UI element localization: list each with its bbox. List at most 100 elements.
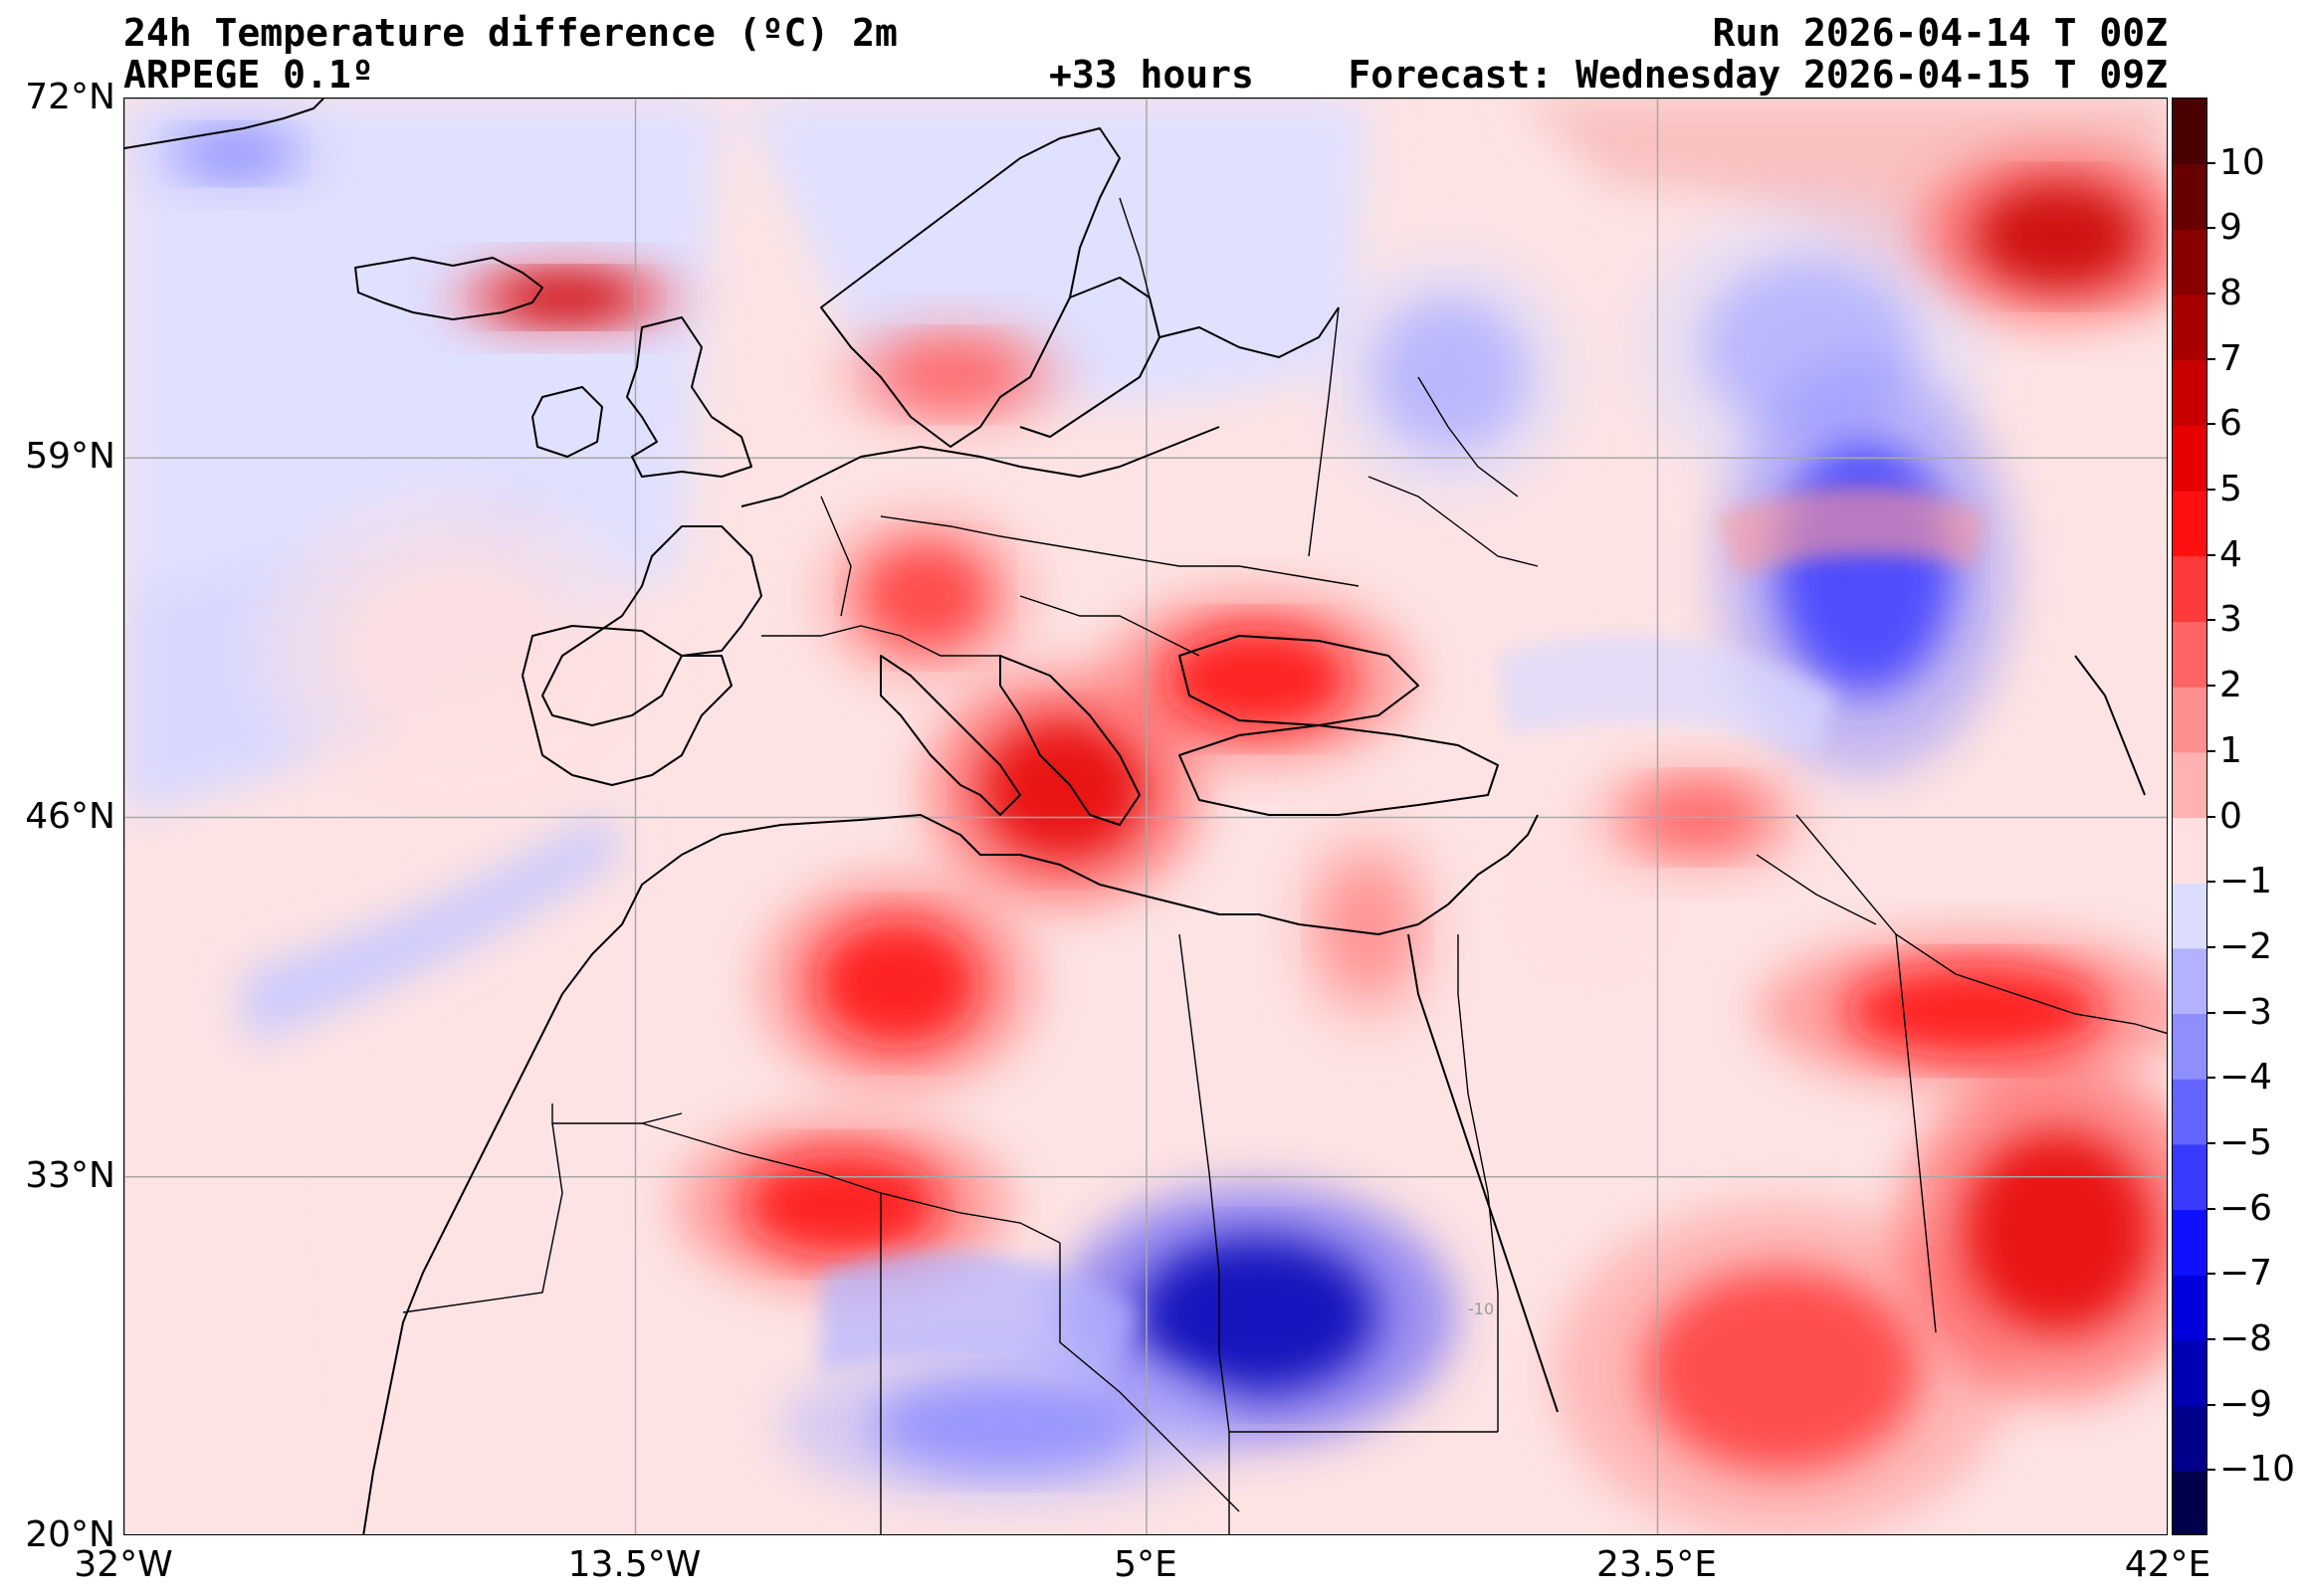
colorbar-segment	[2173, 359, 2206, 426]
colorbar-tick	[2207, 881, 2215, 884]
colorbar-segment	[2173, 1339, 2206, 1407]
latitude-label: 20°N	[25, 1514, 115, 1555]
colorbar-segment	[2173, 229, 2206, 296]
anomaly-turkey	[1843, 963, 2107, 1060]
anomaly-svalbard-sea	[181, 129, 290, 178]
colorbar-tick-label: 4	[2219, 533, 2242, 575]
colorbar-tick	[2207, 293, 2215, 296]
colorbar-tick	[2207, 1273, 2215, 1276]
chart-title: 24h Temperature difference (ºC) 2m	[123, 11, 898, 55]
colorbar-segment	[2173, 1013, 2206, 1080]
colorbar-tick-label: 3	[2219, 599, 2242, 641]
anomaly-balkans	[1535, 846, 1643, 954]
model-name: ARPEGE 0.1º	[123, 53, 374, 97]
colorbar-tick	[2207, 945, 2215, 948]
longitude-label: 5°E	[1114, 1544, 1177, 1585]
colorbar-tick-label: −6	[2219, 1187, 2273, 1229]
colorbar-tick-label: 1	[2219, 729, 2242, 771]
colorbar-tick	[2207, 423, 2215, 426]
run-time: Run 2026-04-14 T 00Z	[1712, 11, 2168, 55]
latitude-label: 33°N	[25, 1154, 115, 1196]
colorbar-tick-label: 6	[2219, 403, 2242, 445]
region-anomalies	[145, 113, 2167, 1534]
anomaly-sahara-west	[871, 1377, 1147, 1474]
coastlines	[124, 99, 2146, 1534]
colorbar	[2172, 98, 2207, 1535]
colorbar-segment	[2173, 1471, 2206, 1534]
colorbar-segment	[2173, 817, 2206, 884]
colorbar-tick	[2207, 1469, 2215, 1472]
anomaly-egypt	[1644, 1269, 1920, 1473]
colorbar-tick-label: −8	[2219, 1317, 2273, 1359]
anomaly-uk	[859, 542, 991, 651]
colorbar-segment	[2173, 1209, 2206, 1276]
colorbar-canvas	[2173, 99, 2206, 1534]
colorbar-tick-label: −9	[2219, 1383, 2273, 1425]
colorbar-tick-label: 0	[2219, 795, 2242, 837]
colorbar-segment	[2173, 947, 2206, 1015]
colorbar-segment	[2173, 1143, 2206, 1211]
colorbar-tick-label: 8	[2219, 273, 2242, 314]
colorbar-tick-label: −2	[2219, 925, 2273, 967]
colorbar-tick-label: 7	[2219, 337, 2242, 379]
latitude-label: 72°N	[25, 77, 115, 117]
colorbar-tick-label: −5	[2219, 1121, 2273, 1163]
longitude-label: 32°W	[74, 1544, 173, 1585]
colorbar-tick	[2207, 1207, 2215, 1210]
anomaly-kola	[1974, 182, 2142, 291]
contour-label: -10	[1468, 1299, 1494, 1318]
colorbar-segment	[2173, 491, 2206, 557]
country-borders	[402, 197, 2167, 1534]
colorbar-tick	[2207, 357, 2215, 360]
colorbar-tick	[2207, 815, 2215, 818]
colorbar-segment	[2173, 883, 2206, 949]
anomaly-france	[979, 717, 1148, 862]
colorbar-tick-label: 10	[2219, 141, 2265, 183]
colorbar-segment	[2173, 751, 2206, 818]
colorbar-tick-label: −7	[2219, 1253, 2273, 1295]
anomaly-norway-sweden	[1372, 297, 1529, 453]
latitude-label: 46°N	[25, 795, 115, 837]
colorbar-segment	[2173, 555, 2206, 622]
colorbar-segment	[2173, 1275, 2206, 1341]
anomaly-algeria-libya	[1138, 1237, 1377, 1393]
anomaly-iberia	[814, 917, 982, 1050]
longitude-label: 42°E	[2124, 1544, 2211, 1585]
longitude-label: 23.5°E	[1596, 1544, 1717, 1585]
colorbar-tick-label: −1	[2219, 861, 2273, 902]
colorbar-tick-label: −3	[2219, 991, 2273, 1033]
colorbar-tick	[2207, 489, 2215, 492]
longitude-label: 13.5°W	[567, 1544, 702, 1585]
colorbar-tick	[2207, 749, 2215, 752]
colorbar-tick-label: −10	[2219, 1449, 2295, 1491]
colorbar-segment	[2173, 163, 2206, 230]
colorbar-segment	[2173, 295, 2206, 361]
anomaly-italy	[1320, 862, 1416, 994]
anomaly-middle-east	[1962, 1130, 2154, 1334]
colorbar-segment	[2173, 1405, 2206, 1472]
forecast-hour: +33 hours	[1049, 53, 1254, 97]
colorbar-tick	[2207, 685, 2215, 688]
colorbar-tick-label: 9	[2219, 207, 2242, 249]
colorbar-tick	[2207, 1011, 2215, 1014]
colorbar-segment	[2173, 425, 2206, 492]
anomaly-iceland	[495, 274, 639, 322]
colorbar-segment	[2173, 621, 2206, 688]
colorbar-tick	[2207, 619, 2215, 622]
anomaly-eastern-atlantic	[336, 555, 576, 747]
colorbar-tick	[2207, 1337, 2215, 1340]
colorbar-tick	[2207, 1077, 2215, 1080]
colorbar-segment	[2173, 1079, 2206, 1145]
map-canvas: -10	[124, 99, 2167, 1534]
colorbar-tick	[2207, 227, 2215, 230]
forecast-valid-time: Forecast: Wednesday 2026-04-15 T 09Z	[1348, 53, 2168, 97]
temperature-difference-map: -10	[123, 98, 2168, 1535]
anomaly-norwegian-sea	[881, 338, 1025, 411]
colorbar-tick-label: 5	[2219, 469, 2242, 510]
colorbar-segment	[2173, 687, 2206, 753]
latitude-label: 59°N	[25, 436, 115, 478]
graticule	[124, 99, 2167, 1534]
anomaly-western-russia	[1775, 443, 1955, 695]
colorbar-tick-label: −4	[2219, 1057, 2273, 1098]
colorbar-tick-label: 2	[2219, 665, 2242, 706]
